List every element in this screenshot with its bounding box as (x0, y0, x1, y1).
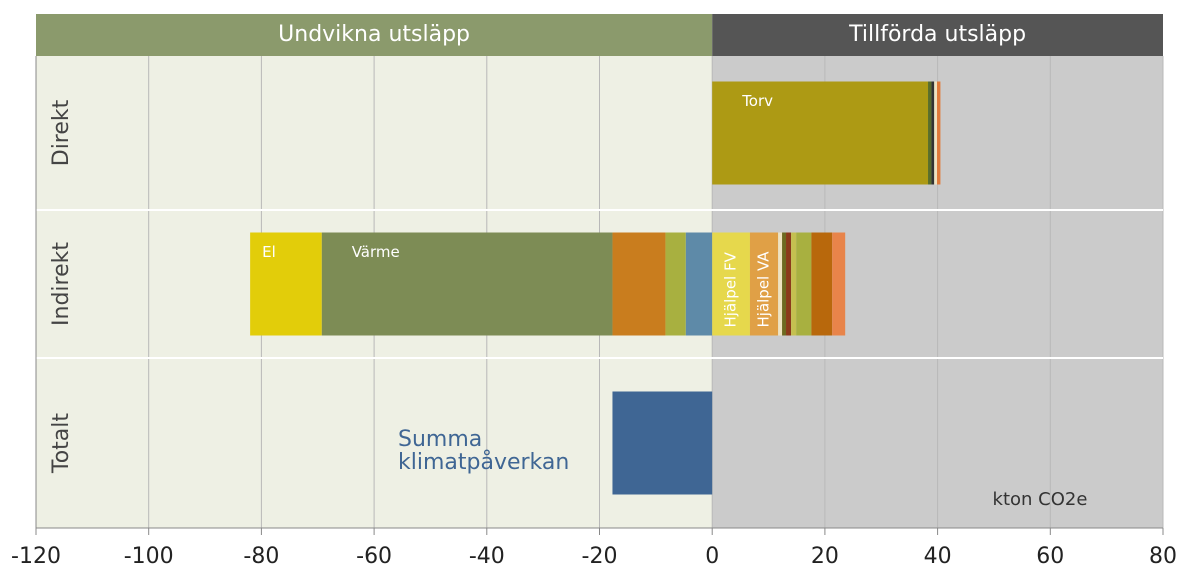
bar-segment (931, 81, 935, 185)
bar-segment (791, 232, 797, 336)
bar-segment (934, 81, 938, 185)
plot: Undvikna utsläpp Tillförda utsläpp -120 -10… (11, 14, 1177, 569)
section-header (36, 14, 713, 56)
annotation-line: klimatpåverkan (398, 449, 569, 475)
unit-label: kton CO2e (993, 489, 1088, 510)
bar-segment (665, 232, 686, 336)
category-label: Direkt (49, 99, 74, 166)
segment-label: El (262, 243, 276, 261)
x-tick-label: -100 (124, 544, 174, 569)
x-tick-label: 80 (1149, 544, 1177, 569)
bar-segment (786, 232, 792, 336)
x-tick-label: -120 (11, 544, 61, 569)
bar-segment (832, 232, 846, 336)
section-label: Tillförda utsläpp (848, 22, 1026, 47)
bar-segment (749, 232, 779, 336)
x-tick-label: -40 (469, 544, 505, 569)
bar-segment (712, 232, 750, 336)
x-tick-label: 40 (924, 544, 952, 569)
section-header (712, 14, 1163, 56)
annotation: Summa klimatpåverkan (398, 427, 569, 475)
bar-segment (778, 232, 783, 336)
bar-segment (782, 232, 787, 336)
segment-label: Hjälpel VA (755, 251, 773, 328)
bar-segment (796, 232, 812, 336)
bar-segment (612, 391, 713, 495)
bar-segment (928, 81, 932, 185)
annotation-line: Summa (398, 427, 482, 452)
bar-segment (250, 232, 322, 336)
x-tick-label: 0 (705, 544, 719, 569)
x-tick-label: 20 (811, 544, 839, 569)
x-tick-label: -80 (243, 544, 279, 569)
bar-segment (712, 81, 929, 185)
x-tick-label: 60 (1036, 544, 1064, 569)
segment-label: Hjälpel FV (722, 251, 740, 327)
x-tick-label: -60 (356, 544, 392, 569)
bar-segment (811, 232, 833, 336)
segment-label: Värme (352, 243, 400, 261)
bar-segment (321, 232, 613, 336)
category-label: Indirekt (49, 242, 74, 326)
category-label: Totalt (49, 413, 74, 474)
bar-segment (612, 232, 666, 336)
bar-segment (937, 81, 941, 185)
segment-label: Torv (741, 92, 773, 110)
bar-segment (685, 232, 713, 336)
section-label: Undvikna utsläpp (278, 22, 470, 47)
x-tick-label: -20 (582, 544, 618, 569)
